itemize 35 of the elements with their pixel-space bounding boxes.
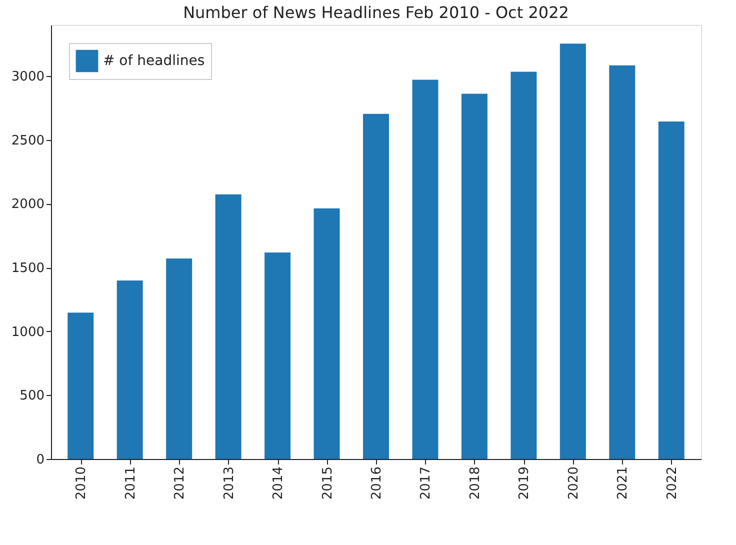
bar [658,122,684,459]
x-tick-label: 2017 [418,466,434,500]
bar [314,208,340,459]
bar [166,258,192,459]
x-tick-label: 2021 [616,466,631,500]
legend-label: # of headlines [103,53,205,69]
x-tick-label: 2018 [468,466,483,500]
bar [215,194,242,459]
y-tick-label: 3000 [11,70,44,85]
bar [412,80,438,459]
y-tick-label: 1000 [11,324,44,340]
x-tick-label: 2019 [517,466,532,500]
x-tick-label: 2015 [320,466,336,500]
bar [264,252,291,459]
bar [68,312,94,459]
x-tick-label: 2011 [123,466,138,500]
y-tick-label: 2500 [11,133,44,148]
bar [510,72,537,459]
x-tick-label: 2014 [271,466,286,500]
chart-title: Number of News Headlines Feb 2010 - Oct 2022 [183,3,569,22]
x-tick-label: 2013 [222,466,237,500]
x-tick-label: 2010 [74,466,90,500]
x-tick-label: 2020 [566,466,582,500]
y-tick-label: 1500 [11,261,44,276]
y-tick-label: 0 [36,452,44,468]
bar [116,280,143,459]
bar [363,114,389,459]
bar [609,65,636,459]
bar [560,44,586,459]
y-tick-label: 2000 [11,197,44,212]
x-tick-label: 2022 [664,466,680,500]
x-tick-label: 2016 [370,466,384,500]
y-tick-label: 500 [20,388,44,404]
bar [461,94,488,459]
x-tick-label: 2012 [172,466,188,500]
